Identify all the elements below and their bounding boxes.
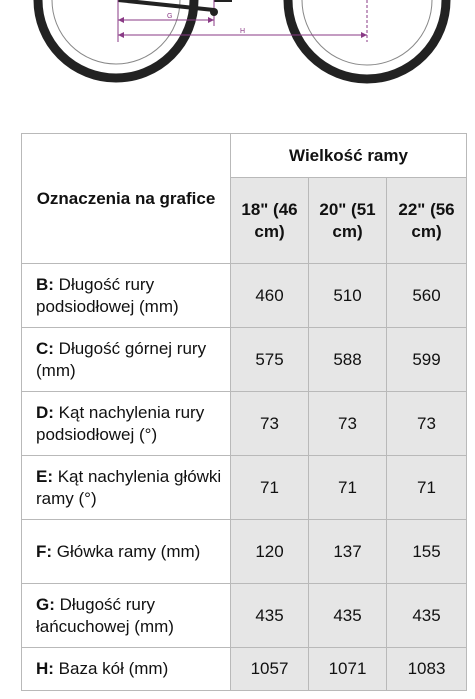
table-row: C: Długość górnej rury (mm) 575 588 599 [21, 327, 468, 392]
cell-value: 588 [308, 327, 387, 392]
cell-value: 510 [308, 263, 387, 328]
table-row: B: Długość rury podsiodłowej (mm) 460 51… [21, 263, 468, 328]
cell-value: 137 [308, 519, 387, 584]
size-header-18: 18" (46 cm) [230, 177, 309, 264]
cell-value: 1083 [385, 647, 468, 691]
bike-geometry-diagram: G H [33, 0, 451, 84]
cell-value: 560 [385, 263, 468, 328]
cell-value: 599 [385, 327, 468, 392]
cell-value: 73 [230, 391, 309, 456]
size-header-20: 20" (51 cm) [308, 177, 387, 264]
frame-geometry-table: Oznaczenia na grafice Wielkość ramy 18" … [21, 133, 468, 691]
dimension-h-label: H [240, 28, 245, 35]
cell-value: 155 [385, 519, 468, 584]
cell-value: 1071 [308, 647, 387, 691]
dimension-g-label: G [167, 13, 172, 20]
row-label: D: Kąt nachylenia rury podsiodłowej (°) [21, 391, 231, 456]
cell-value: 435 [230, 583, 309, 648]
cell-value: 71 [308, 455, 387, 520]
row-label: F: Główka ramy (mm) [21, 519, 231, 584]
corner-label: Oznaczenia na grafice [21, 133, 231, 264]
row-label: C: Długość górnej rury (mm) [21, 327, 231, 392]
rear-wheel [33, 0, 199, 83]
cell-value: 1057 [230, 647, 309, 691]
row-label: B: Długość rury podsiodłowej (mm) [21, 263, 231, 328]
table-row: D: Kąt nachylenia rury podsiodłowej (°) … [21, 391, 468, 456]
frame-size-header: Wielkość ramy [229, 133, 468, 178]
cell-value: 435 [385, 583, 468, 648]
row-label: E: Kąt nachylenia główki ramy (°) [21, 455, 231, 520]
cell-value: 73 [385, 391, 468, 456]
row-label: G: Długość rury łańcuchowej (mm) [21, 583, 231, 648]
table-row: F: Główka ramy (mm) 120 137 155 [21, 519, 468, 584]
cell-value: 460 [230, 263, 309, 328]
cell-value: 71 [385, 455, 468, 520]
cell-value: 73 [308, 391, 387, 456]
cell-value: 575 [230, 327, 309, 392]
row-label: H: Baza kół (mm) [21, 647, 231, 691]
cell-value: 435 [308, 583, 387, 648]
table-row: E: Kąt nachylenia główki ramy (°) 71 71 … [21, 455, 468, 520]
table-row: G: Długość rury łańcuchowej (mm) 435 435… [21, 583, 468, 648]
cell-value: 120 [230, 519, 309, 584]
cell-value: 71 [230, 455, 309, 520]
table-row: H: Baza kół (mm) 1057 1071 1083 [21, 647, 468, 691]
size-header-22: 22" (56 cm) [385, 177, 468, 264]
